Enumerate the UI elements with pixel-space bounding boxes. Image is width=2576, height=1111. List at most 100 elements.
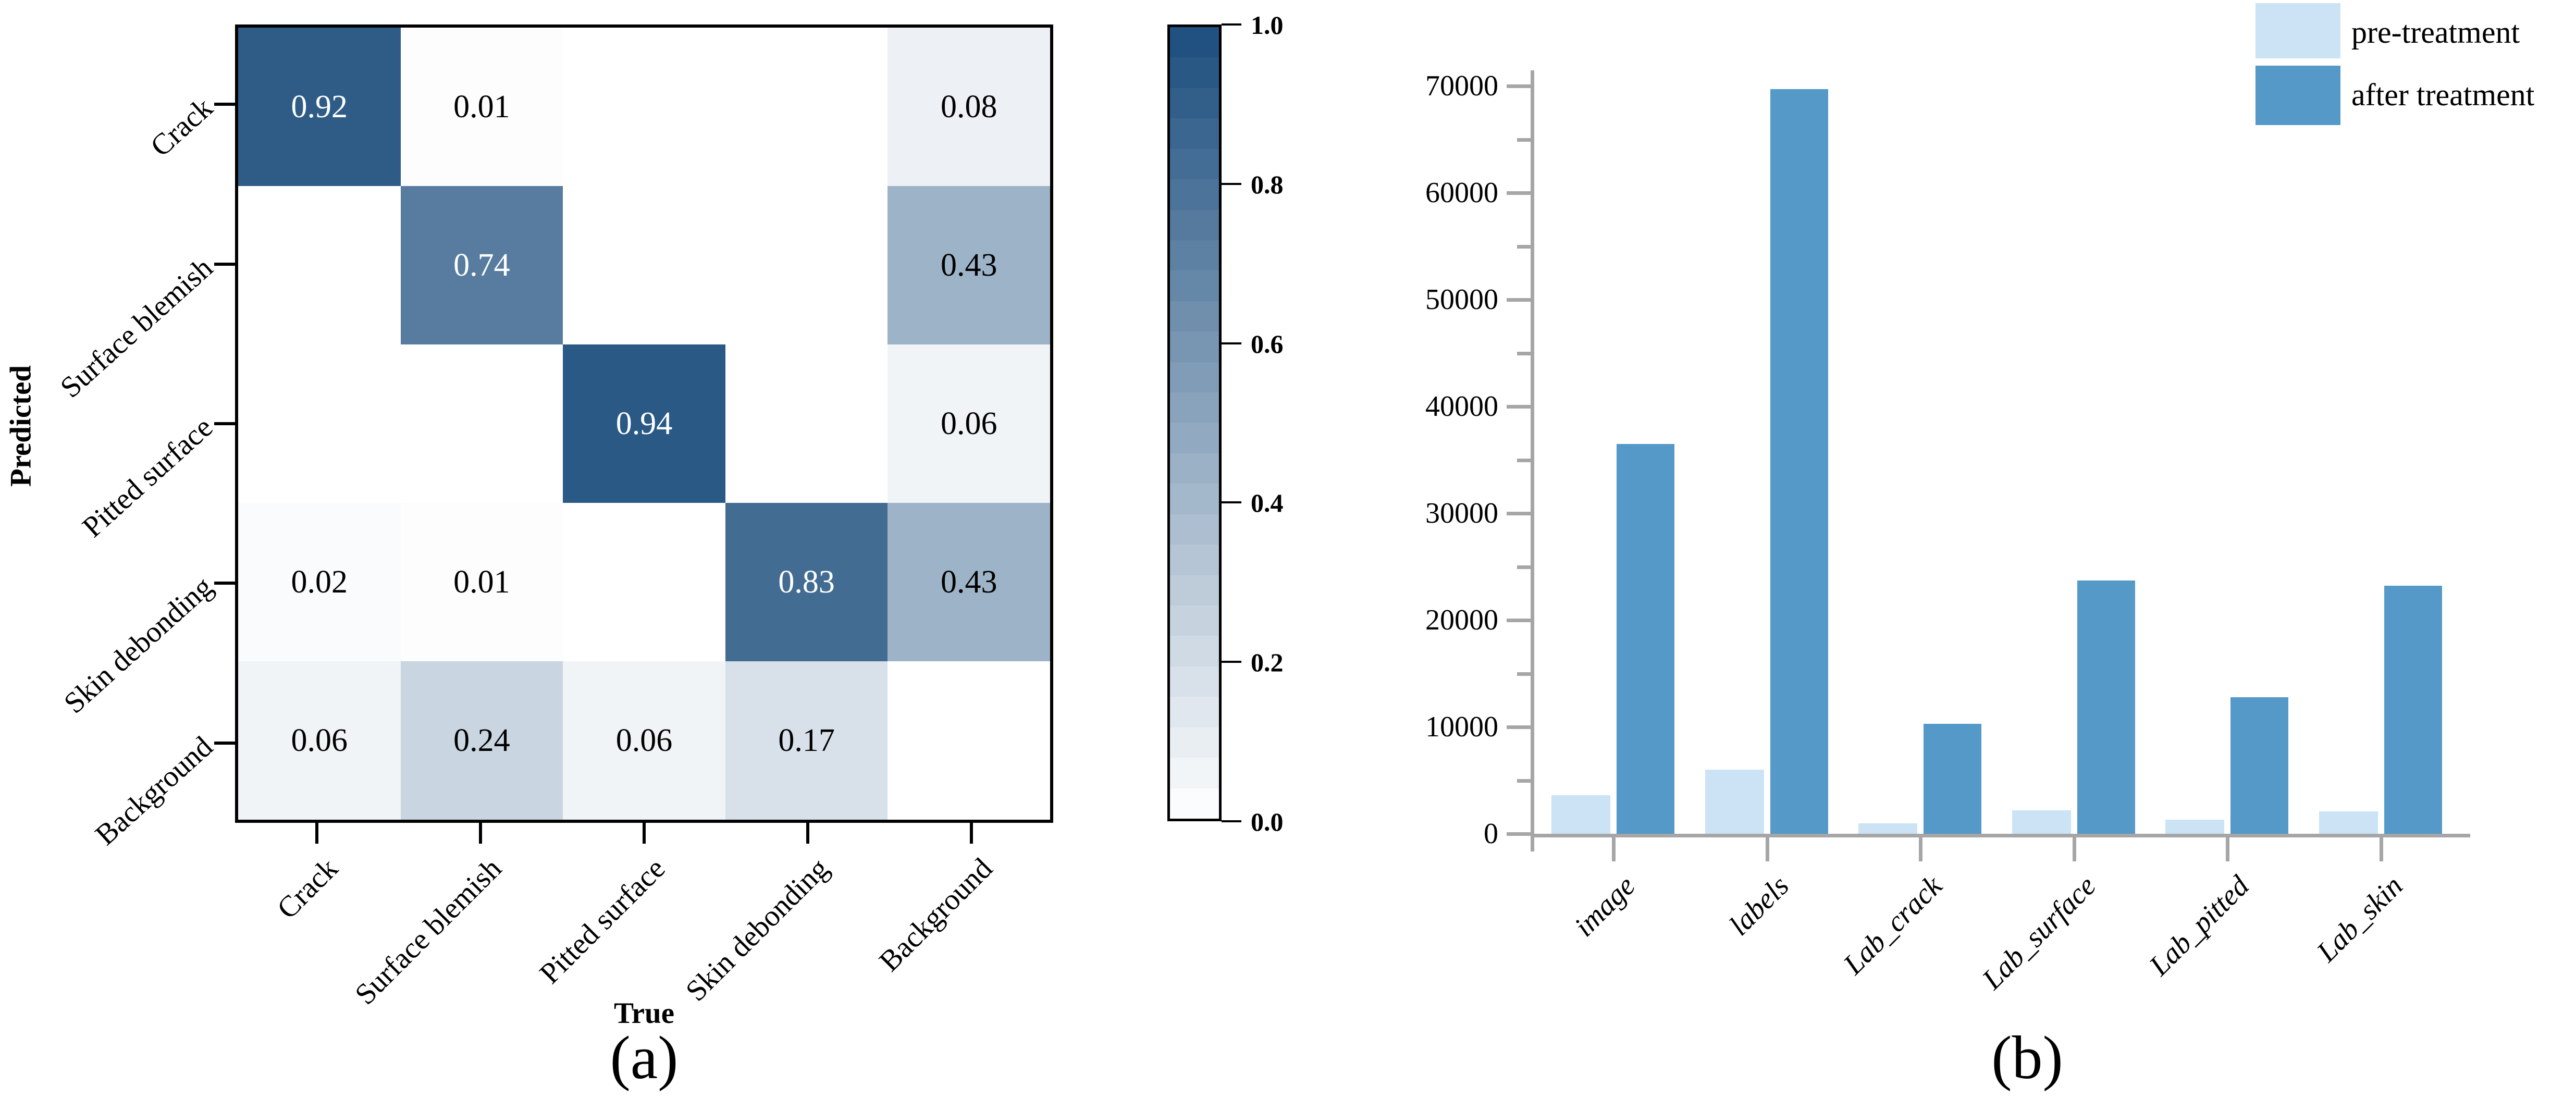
colorbar-tick [1222, 342, 1241, 344]
bar-chart-y-minor-tick [1517, 351, 1531, 355]
bar-chart-x-tick [2226, 837, 2230, 861]
colorbar-tick-label: 0.2 [1251, 648, 1284, 677]
colorbar-band [1170, 575, 1219, 606]
panel-b-caption: (b) [1991, 1023, 2063, 1092]
bar-pre-treatment [1858, 823, 1918, 834]
colorbar-band [1170, 423, 1219, 453]
bar-chart-y-minor-tick [1517, 458, 1531, 462]
heatmap-cell: 0.94 [563, 344, 725, 503]
colorbar-tick [1222, 501, 1241, 504]
colorbar [1167, 24, 1222, 821]
bar-after-treatment [2384, 586, 2442, 834]
colorbar-band [1170, 392, 1219, 423]
bar-after-treatment [1617, 443, 1674, 834]
colorbar-band [1170, 240, 1219, 271]
colorbar-band [1170, 514, 1219, 545]
colorbar-tick-label: 0.0 [1251, 807, 1284, 836]
colorbar-band [1170, 545, 1219, 575]
colorbar-band [1170, 270, 1219, 301]
bar-chart-x-category-label: Lab_skin [2310, 869, 2409, 968]
colorbar-band [1170, 301, 1219, 332]
bar-chart-x-axis-line [1531, 834, 2470, 837]
heatmap-y-tick [214, 262, 235, 266]
bar-chart-x-tick [2072, 837, 2076, 861]
colorbar-band [1170, 727, 1219, 758]
bar-chart-y-tick-label: 30000 [1425, 497, 1498, 529]
colorbar-band [1170, 636, 1219, 666]
bar-chart-x-tick [1765, 837, 1769, 861]
bar-chart-y-major-tick [1507, 405, 1531, 409]
bar-chart-x-tick [1612, 837, 1616, 861]
colorbar-tick-label: 1.0 [1251, 10, 1284, 40]
bar-chart-y-tick-label: 0 [1484, 818, 1498, 850]
heatmap-y-category-label: Skin debonding [57, 570, 219, 720]
heatmap-cell: 0.43 [888, 186, 1050, 344]
heatmap-cell: 0.06 [888, 344, 1050, 503]
bar-chart-y-tick-label: 40000 [1425, 390, 1498, 423]
heatmap-cell: 0.06 [563, 661, 725, 820]
heatmap-cell [238, 186, 401, 344]
bar-chart-y-major-tick [1507, 725, 1531, 729]
bar-chart-y-major-tick [1507, 619, 1531, 622]
heatmap-y-tick [214, 103, 235, 106]
heatmap-cell: 0.02 [238, 503, 401, 661]
bar-chart-y-major-tick [1507, 84, 1531, 88]
y-axis-title-predicted: Predicted [4, 365, 38, 487]
bar-chart-y-minor-tick [1517, 138, 1531, 142]
colorbar-band [1170, 149, 1219, 180]
panel-a-caption: (a) [610, 1023, 679, 1092]
bar-chart-y-axis-line [1531, 70, 1534, 851]
heatmap-cell [725, 186, 888, 344]
bar-pre-treatment [2012, 810, 2071, 834]
heatmap-cell [400, 344, 563, 503]
heatmap-x-tick [315, 823, 318, 844]
colorbar-band [1170, 118, 1219, 149]
heatmap-cell: 0.43 [888, 503, 1050, 661]
bar-chart-y-tick-label: 70000 [1425, 70, 1498, 102]
bar-chart-y-minor-tick [1517, 244, 1531, 249]
colorbar-band [1170, 209, 1219, 240]
heatmap-x-tick [970, 823, 973, 844]
legend-swatch-after-treatment [2255, 66, 2340, 125]
bar-after-treatment [2230, 697, 2289, 834]
legend-label-after-treatment: after treatment [2351, 78, 2535, 112]
heatmap-cell [725, 28, 888, 186]
bar-chart-x-tick [2380, 837, 2383, 861]
heatmap-cell [238, 344, 401, 503]
heatmap-cell: 0.74 [400, 186, 563, 344]
colorbar-band [1170, 666, 1219, 697]
colorbar-band [1170, 453, 1219, 484]
confusion-matrix-heatmap: 0.92 0.01 0.08 0.74 0.43 0.94 0.06 0.02 0.01 0.83… [235, 24, 1053, 823]
bar-chart-x-tick [1919, 837, 1923, 861]
colorbar-band [1170, 606, 1219, 636]
legend-swatch-pre-treatment [2255, 3, 2340, 58]
x-axis-title-true: True [613, 997, 675, 1030]
bar-chart-y-minor-tick [1517, 779, 1531, 783]
colorbar-band [1170, 331, 1219, 362]
heatmap-cell [563, 28, 725, 186]
bar-pre-treatment [2165, 820, 2225, 834]
colorbar-tick-label: 0.8 [1251, 169, 1284, 199]
colorbar-band [1170, 88, 1219, 119]
heatmap-x-tick [806, 823, 809, 844]
colorbar-band [1170, 27, 1219, 58]
colorbar-tick [1222, 23, 1241, 26]
heatmap-cell [725, 344, 888, 503]
bar-chart-y-tick-label: 60000 [1425, 177, 1498, 209]
heatmap-y-category-label: Background [89, 730, 219, 852]
colorbar-tick-label: 0.4 [1251, 488, 1284, 518]
bar-chart-y-tick-label: 20000 [1425, 604, 1498, 636]
heatmap-x-tick [643, 823, 646, 844]
bar-pre-treatment [2319, 811, 2378, 834]
colorbar-band [1170, 362, 1219, 393]
heatmap-x-tick [479, 823, 482, 844]
bar-after-treatment [2077, 581, 2135, 834]
bar-chart-y-minor-tick [1517, 565, 1531, 569]
bar-chart-y-major-tick [1507, 512, 1531, 515]
heatmap-cell: 0.92 [238, 28, 401, 186]
colorbar-band [1170, 484, 1219, 514]
bar-chart-y-major-tick [1507, 832, 1531, 836]
bar-chart-y-tick-label: 50000 [1425, 283, 1498, 316]
colorbar-band [1170, 788, 1219, 819]
